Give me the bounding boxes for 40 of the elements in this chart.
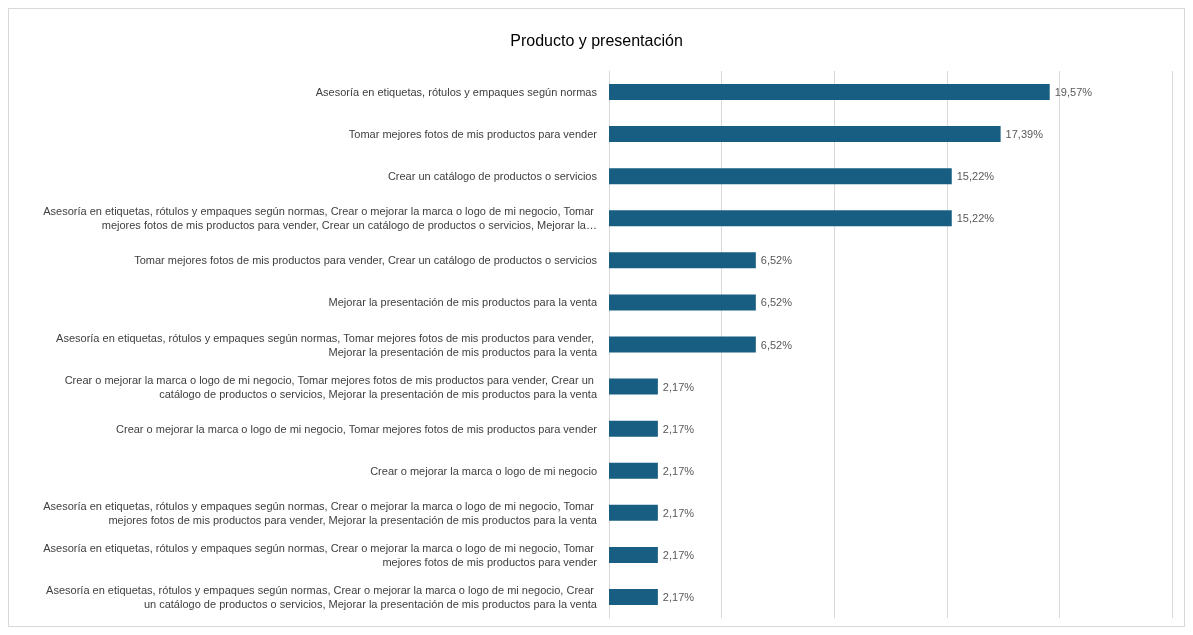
bar — [609, 504, 658, 521]
y-tick-label: Asesoría en etiquetas, rótulos y empaques según normas — [315, 86, 598, 99]
data-label: 15,22% — [956, 170, 995, 183]
y-tick-label: Mejorar la presentación de mis productos para la venta — [328, 296, 598, 309]
y-tick-label: Asesoría en etiquetas, rótulos y empaques según normas, Tomar mejores fotos de mis productos para vender, Mejorar la presentación de mis productos para la venta — [56, 331, 598, 358]
y-tick-label: Asesoría en etiquetas, rótulos y empaques según normas, Crear o mejorar la marca o logo de mi negocio, Tomar mejores fotos de mis productos para vender, Mejorar la presentación de mis productos para la venta — [43, 499, 598, 526]
y-tick-label: Asesoría en etiquetas, rótulos y empaques según normas, Crear o mejorar la marca o logo de mi negocio, Crear un catálogo de productos o servicios, Mejorar la presentación de mis productos para la venta — [46, 583, 598, 610]
data-label: 6,52% — [760, 254, 793, 267]
y-tick-label: Tomar mejores fotos de mis productos para vender, Crear un catálogo de productos o servicios — [134, 254, 598, 267]
data-label: 2,17% — [662, 464, 695, 477]
chart-title: Producto y presentación — [510, 31, 683, 49]
y-tick-label: Crear o mejorar la marca o logo de mi negocio, Tomar mejores fotos de mis productos para vender — [116, 422, 598, 435]
bar — [609, 126, 1001, 143]
bar — [609, 294, 756, 311]
data-label: 2,17% — [662, 590, 695, 603]
y-tick-label: Asesoría en etiquetas, rótulos y empaques según normas, Crear o mejorar la marca o logo de mi negocio, Tomar mejores fotos de mis productos para vender — [43, 541, 598, 568]
data-label: 19,57% — [1054, 86, 1093, 99]
bar — [609, 336, 756, 353]
bar — [609, 462, 658, 479]
data-label: 2,17% — [662, 506, 695, 519]
y-tick-label: Crear o mejorar la marca o logo de mi negocio, Tomar mejores fotos de mis productos para vender, Crear un catálogo de productos o servicios, Mejorar la presentación de mis productos para la venta — [64, 373, 598, 400]
data-label: 6,52% — [760, 338, 793, 351]
bar — [609, 378, 658, 395]
bar — [609, 252, 756, 269]
y-tick-label: Asesoría en etiquetas, rótulos y empaques según normas, Crear o mejorar la marca o logo de mi negocio, Tomar mejores fotos de mis productos para vender, Crear un catálogo de productos o servicios, Mejorar la… — [43, 205, 597, 232]
bar — [609, 588, 658, 605]
bar — [609, 546, 658, 563]
y-tick-label: Crear o mejorar la marca o logo de mi negocio — [370, 464, 597, 477]
data-label: 2,17% — [662, 380, 695, 393]
bar — [609, 84, 1050, 101]
bar — [609, 210, 952, 227]
data-label: 17,39% — [1005, 128, 1044, 141]
bar — [609, 420, 658, 437]
data-label: 2,17% — [662, 422, 695, 435]
y-tick-label: Tomar mejores fotos de mis productos para vender — [348, 128, 598, 141]
y-tick-label: Crear un catálogo de productos o servicios — [387, 170, 598, 183]
bar — [609, 168, 952, 185]
data-label: 6,52% — [760, 296, 793, 309]
data-label: 15,22% — [956, 212, 995, 225]
data-label: 2,17% — [662, 548, 695, 561]
